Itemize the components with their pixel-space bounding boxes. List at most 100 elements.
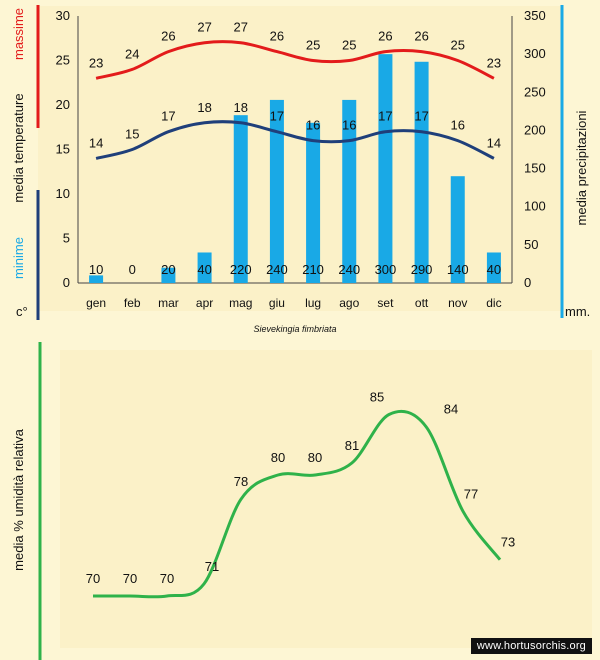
min-temp-value-label: 18 xyxy=(197,100,211,115)
temperature-lines xyxy=(95,40,495,160)
right-tick-label: 0 xyxy=(524,275,531,290)
minime-label: minime xyxy=(11,237,26,279)
bottom-plot-area xyxy=(60,350,592,648)
min-temp-value-label: 16 xyxy=(306,118,320,133)
precip-bar xyxy=(161,267,176,283)
max-temp-value-label: 27 xyxy=(234,20,248,35)
precip-value-label: 240 xyxy=(338,262,360,277)
species-caption: Sievekingia fimbriata xyxy=(253,324,336,334)
left-tick-label: 5 xyxy=(63,231,70,246)
massime-label: massime xyxy=(11,8,26,60)
precip-bar xyxy=(342,99,357,284)
humidity-value-label: 84 xyxy=(444,402,458,417)
left-tick-label: 0 xyxy=(63,275,70,290)
left-tick-label: 15 xyxy=(56,142,70,157)
max-temp-value-label: 23 xyxy=(89,55,103,70)
humidity-value-label: 80 xyxy=(271,450,285,465)
humidity-curve xyxy=(92,409,502,599)
left-tick-label: 30 xyxy=(56,8,70,23)
precip-value-label: 40 xyxy=(487,262,501,277)
humidity-value-label: 70 xyxy=(123,571,137,586)
max-temp-value-label: 27 xyxy=(197,20,211,35)
watermark: www.hortusorchis.org xyxy=(470,638,592,654)
max-temp-value-label: 25 xyxy=(306,38,320,53)
max-temp-line xyxy=(95,40,495,80)
humidity-value-labels: 70 70 70 71 78 80 80 81 85 84 77 73 xyxy=(86,390,515,587)
left-tick-label: 10 xyxy=(56,186,70,201)
precip-bar xyxy=(450,176,465,283)
min-temp-value-label: 18 xyxy=(234,100,248,115)
precip-value-label: 220 xyxy=(230,262,252,277)
precip-bar xyxy=(306,122,321,283)
min-temp-value-label: 14 xyxy=(487,135,501,150)
precip-bar xyxy=(486,252,501,283)
humidity-value-label: 85 xyxy=(370,390,384,405)
precip-unit-label: mm. xyxy=(565,304,590,319)
month-label: set xyxy=(377,296,394,310)
month-label: ago xyxy=(339,296,359,310)
humidity-value-label: 70 xyxy=(86,571,100,586)
precipitation-bars xyxy=(89,54,501,284)
month-label: dic xyxy=(486,296,501,310)
precipitation-value-labels: 10 0 20 40 220 240 210 240 300 290 140 40 xyxy=(89,262,501,277)
precip-bar xyxy=(89,275,104,283)
humidity-value-label: 73 xyxy=(501,535,515,550)
month-label: gen xyxy=(86,296,106,310)
precip-value-label: 210 xyxy=(302,262,324,277)
precip-value-label: 10 xyxy=(89,262,103,277)
min-temp-line xyxy=(95,120,495,160)
humidity-value-label: 71 xyxy=(205,559,219,574)
precip-bar xyxy=(197,252,212,283)
right-tick-label: 300 xyxy=(524,46,546,61)
min-temp-value-label: 14 xyxy=(89,135,103,150)
max-temp-value-label: 26 xyxy=(161,29,175,44)
min-temp-value-label: 15 xyxy=(125,127,139,142)
precip-value-label: 300 xyxy=(375,262,397,277)
precip-value-label: 240 xyxy=(266,262,288,277)
min-temp-value-label: 17 xyxy=(161,109,175,124)
right-precip-tick-labels: 0 50 100 150 200 250 300 350 xyxy=(524,8,546,290)
month-label: giu xyxy=(269,296,285,310)
humidity-axis-label: media % umidità relativa xyxy=(11,428,26,570)
precip-value-label: 20 xyxy=(161,262,175,277)
temperature-value-labels: 23 24 26 27 27 26 25 25 26 26 25 23 14 15 17 18 18 17 16 16… xyxy=(89,20,501,151)
month-tick-labels: gen feb mar apr mag giu lug ago set ott nov dic xyxy=(86,296,502,310)
right-tick-label: 150 xyxy=(524,161,546,176)
temp-unit-label: c° xyxy=(16,304,28,319)
month-label: apr xyxy=(196,296,213,310)
humidity-value-label: 78 xyxy=(234,474,248,489)
max-temp-value-label: 25 xyxy=(451,38,465,53)
max-temp-value-label: 23 xyxy=(487,55,501,70)
month-label: feb xyxy=(124,296,141,310)
humidity-value-label: 81 xyxy=(345,438,359,453)
right-tick-label: 250 xyxy=(524,84,546,99)
min-temp-value-label: 16 xyxy=(451,118,465,133)
max-temp-value-label: 25 xyxy=(342,38,356,53)
precip-bar xyxy=(378,54,393,284)
precip-value-label: 0 xyxy=(129,262,136,277)
humidity-line xyxy=(92,409,502,599)
precip-bar xyxy=(269,99,284,284)
humidity-value-label: 77 xyxy=(464,486,478,501)
max-temp-value-label: 26 xyxy=(378,29,392,44)
month-label: mar xyxy=(158,296,179,310)
precip-bar xyxy=(233,115,248,284)
max-temp-value-label: 24 xyxy=(125,46,139,61)
media-temperature-label: media temperature xyxy=(11,93,26,202)
month-label: mag xyxy=(229,296,252,310)
left-temp-tick-labels: 0 5 10 15 20 25 30 xyxy=(56,8,70,290)
precip-value-label: 290 xyxy=(411,262,433,277)
precip-value-label: 140 xyxy=(447,262,469,277)
month-label: ott xyxy=(415,296,429,310)
precip-axis-label: media precipitazioni xyxy=(574,110,589,225)
precip-value-label: 40 xyxy=(197,262,211,277)
left-tick-label: 20 xyxy=(56,97,70,112)
humidity-value-label: 80 xyxy=(308,450,322,465)
top-plot-area xyxy=(38,6,562,311)
month-label: lug xyxy=(305,296,321,310)
min-temp-value-label: 17 xyxy=(378,109,392,124)
right-tick-label: 350 xyxy=(524,8,546,23)
month-label: nov xyxy=(448,296,467,310)
max-temp-value-label: 26 xyxy=(414,29,428,44)
